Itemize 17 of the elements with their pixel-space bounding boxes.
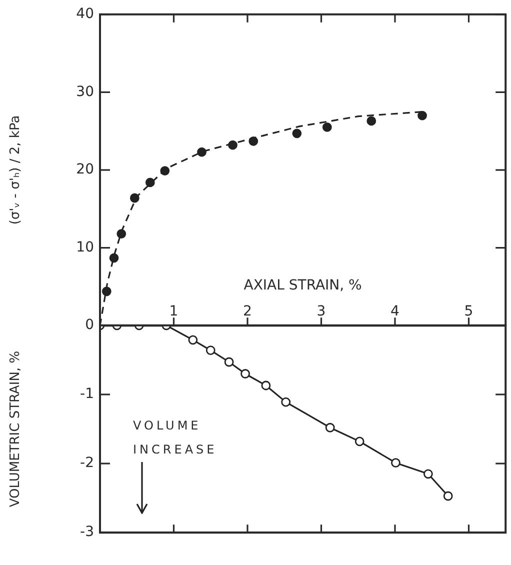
x-tick-label: 4 — [390, 304, 400, 320]
y-axis-title: (σ'ᵥ - σ'ₕ) / 2, kPa — [8, 115, 24, 225]
x-tick-label: 5 — [464, 304, 474, 320]
x-axis-title: AXIAL STRAIN, % — [244, 278, 362, 294]
y-tick-label: 40 — [76, 6, 94, 22]
x-tick-label: 1 — [169, 304, 178, 320]
x-tick-label: 2 — [243, 304, 252, 320]
y-axis-title: VOLUMETRIC STRAIN, % — [8, 351, 24, 508]
y-tick-label: 0 — [85, 317, 94, 334]
y-tick-label: 30 — [76, 84, 94, 100]
y-tick-label: 20 — [76, 162, 94, 178]
annotation: VOLUME INCREASE — [133, 418, 218, 457]
y-tick-label: -1 — [80, 386, 94, 402]
y-tick-label: -3 — [80, 524, 94, 540]
y-tick-label: 10 — [76, 239, 94, 256]
x-tick-label: 3 — [316, 304, 326, 320]
y-tick-label: -2 — [80, 455, 94, 472]
